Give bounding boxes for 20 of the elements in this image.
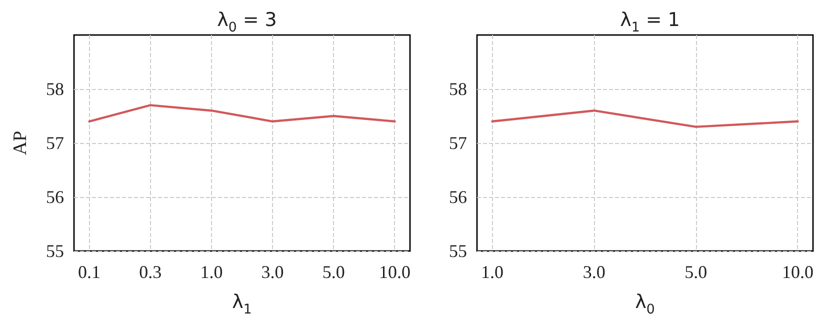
x-tick-label: 3.0 [261, 262, 284, 282]
line-series [88, 104, 396, 122]
x-tick-label: 5.0 [322, 262, 345, 282]
x-tick-label: 5.0 [684, 262, 708, 282]
y-tick-label: 57 [449, 133, 467, 153]
x-tick-label: 3.0 [582, 262, 606, 282]
y-axis-title: AP [10, 130, 31, 156]
x-tick-label: 10.0 [378, 262, 410, 282]
y-tick-label: 58 [46, 79, 64, 99]
y-tick-label: 57 [46, 133, 64, 153]
x-tick-label: 1.0 [481, 262, 504, 282]
y-tick-label: 55 [449, 241, 467, 261]
x-tick-label: 0.1 [78, 262, 101, 282]
y-tick-label: 55 [46, 241, 64, 261]
y-tick-label: 56 [449, 187, 467, 207]
x-tick-label: 0.3 [139, 262, 162, 282]
y-tick-label: 58 [449, 79, 467, 99]
y-tick-label: 56 [46, 187, 64, 207]
x-tick-label: 10.0 [782, 262, 814, 282]
x-tick-label: 1.0 [200, 262, 223, 282]
